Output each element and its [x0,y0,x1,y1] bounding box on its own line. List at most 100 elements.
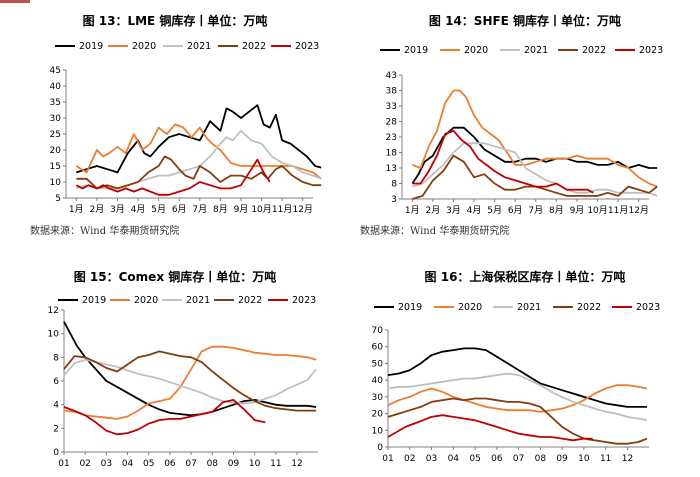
x-tick-label: 8月 [213,204,228,215]
x-tick-label: 8月 [549,205,564,216]
x-tick-label: 5月 [487,205,502,216]
y-tick-label: 40 [50,82,62,92]
legend-label-2019: 2019 [398,302,422,313]
x-tick-label: 11月 [608,205,628,216]
x-tick-label: 10 [249,459,261,469]
y-tick-label: 10 [48,330,60,340]
x-tick-label: 09 [228,459,240,469]
legend-label-2022: 2022 [242,41,266,52]
y-tick-label: 45 [50,66,61,76]
y-tick-label: 12 [48,306,59,316]
y-tick-label: 13 [386,164,397,174]
y-tick-label: 40 [372,376,384,386]
series-line-2022 [387,397,648,445]
chart-svg: 2019 2020 2021 2022 2023 5 10 15 20 25 30 35 40 45 1月 2… [50,41,322,215]
source-note: 数据来源：Wind 华泰期货研究院 [360,226,510,237]
y-tick-label: 28 [386,118,398,128]
y-tick-label: 4 [53,401,59,411]
series-line-2020 [411,89,658,188]
legend-label-2021: 2021 [187,41,211,52]
chart-panel-comex: 图 15：Comex 铜库存丨单位：万吨 2019 2020 2021 2022 202… [0,238,350,477]
x-tick-label: 7月 [192,204,207,215]
legend-label-2023: 2023 [292,295,316,306]
chart-panel-shfe: 图 14：SHFE 铜库存丨单位：万吨 2019 2020 2021 2022 2023… [350,0,700,238]
x-tick-label: 6月 [508,205,523,216]
x-tick-label: 3月 [446,205,461,216]
y-tick-label: 25 [50,130,61,140]
series-line-2023 [387,414,593,442]
legend-label-2021: 2021 [186,295,210,306]
x-tick-label: 6月 [172,204,187,215]
legend-label-2022: 2022 [577,302,601,313]
x-tick-label: 4月 [131,204,146,215]
x-tick-label: 12 [622,454,633,464]
legend-label-2022: 2022 [582,45,606,56]
series-line-2019 [387,347,647,408]
x-tick-label: 05 [469,454,480,464]
x-tick-label: 08 [535,454,547,464]
chart-panel-shanghai-bonded: 图 16：上海保税区库存丨单位：万吨 2019 2020 2021 2022 2023 0… [350,238,700,477]
y-tick-label: 15 [50,162,61,172]
x-tick-label: 1月 [69,204,84,215]
y-tick-label: 0 [377,443,383,453]
x-tick-label: 11 [270,459,281,469]
series-line-2023 [63,398,266,436]
x-tick-label: 4月 [467,205,482,216]
header-accent-bar [0,0,30,3]
x-tick-label: 10月 [587,205,607,216]
series-line-2021 [63,358,317,405]
chart-title: 图 16：上海保税区库存丨单位：万吨 [424,270,626,284]
legend-label-2019: 2019 [79,41,103,52]
x-tick-label: 01 [382,454,393,464]
chart-title: 图 13：LME 铜库存丨单位：万吨 [82,14,268,28]
x-tick-label: 1月 [405,205,420,216]
legend-label-2019: 2019 [82,295,106,306]
y-tick-label: 30 [50,114,62,124]
legend-label-2023: 2023 [295,41,319,52]
x-tick-label: 07 [513,454,524,464]
series-line-2020 [75,123,322,180]
x-tick-label: 02 [79,459,90,469]
x-tick-label: 3月 [110,204,125,215]
x-tick-label: 03 [426,454,437,464]
x-tick-label: 08 [207,459,219,469]
y-tick-label: 20 [50,146,62,156]
x-tick-label: 9月 [234,204,249,215]
y-tick-label: 38 [386,87,398,97]
series-line-2019 [63,321,317,417]
x-tick-label: 03 [101,459,112,469]
y-tick-label: 23 [386,133,397,143]
legend-label-2023: 2023 [639,45,663,56]
legend-label-2022: 2022 [238,295,262,306]
y-tick-label: 5 [55,194,61,204]
x-tick-label: 12 [291,459,302,469]
y-tick-label: 43 [386,71,397,81]
y-tick-label: 10 [50,178,62,188]
series-line-2022 [63,350,317,412]
chart-svg: 2019 2020 2021 2022 2023 0 10 20 30 40 50 60 70 01 02 0… [372,302,661,464]
legend-label-2021: 2021 [524,45,548,56]
y-tick-label: 3 [391,195,397,205]
x-tick-label: 10月 [251,204,271,215]
x-tick-label: 2月 [426,205,441,216]
legend-label-2020: 2020 [458,302,482,313]
x-tick-label: 9月 [570,205,585,216]
legend-label-2020: 2020 [464,45,488,56]
series-line-2023 [75,158,271,196]
series-line-2021 [387,372,648,422]
legend-label-2023: 2023 [636,302,660,313]
y-tick-label: 30 [372,393,384,403]
x-tick-label: 04 [448,454,460,464]
series-line-2021 [412,142,658,197]
source-note: 数据来源：Wind 华泰期货研究院 [30,226,180,237]
y-tick-label: 10 [372,426,384,436]
y-tick-label: 70 [372,326,384,336]
x-tick-label: 05 [143,459,154,469]
series-line-2020 [387,384,648,413]
y-tick-label: 0 [53,448,59,458]
y-tick-label: 60 [372,343,384,353]
series-line-2019 [76,104,322,174]
y-tick-label: 35 [50,98,61,108]
